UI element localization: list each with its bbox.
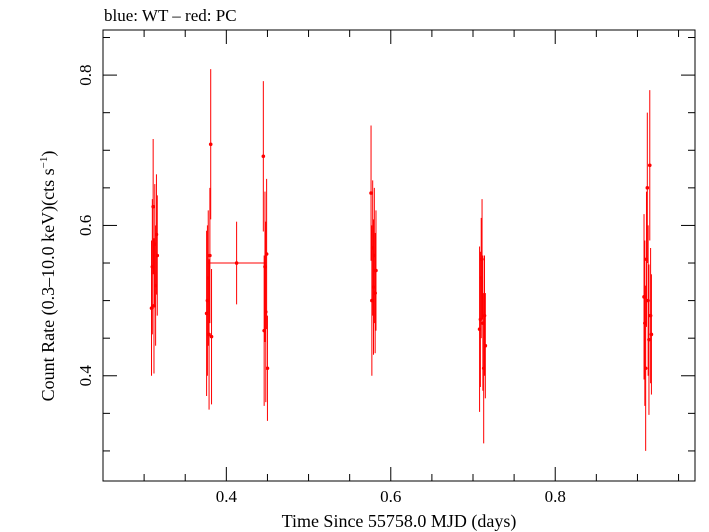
data-marker: [209, 334, 214, 339]
data-marker: [208, 253, 212, 258]
chart-title: blue: WT – red: PC: [104, 6, 237, 25]
data-point: [209, 269, 214, 405]
y-tick-label: 0.8: [76, 64, 95, 85]
data-point: [152, 238, 156, 374]
data-marker: [649, 332, 654, 337]
data-point: [207, 259, 211, 410]
x-tick-label: 0.4: [216, 487, 238, 506]
y-tick-label: 0.4: [76, 365, 95, 387]
data-marker: [265, 366, 270, 371]
data-marks: [149, 69, 654, 451]
y-axis-label-sup: −1: [38, 157, 50, 169]
y-axis-label: Count Rate (0.3–10.0 keV)(cts s−1): [38, 151, 59, 402]
data-point: [647, 264, 651, 415]
data-point: [208, 221, 265, 305]
data-marker: [261, 154, 266, 159]
data-point: [483, 293, 488, 399]
data-marker: [647, 163, 652, 168]
y-tick-label: 0.6: [76, 215, 95, 236]
data-point: [151, 138, 155, 275]
data-point: [374, 210, 378, 331]
data-marker: [234, 261, 239, 265]
plot-frame: [102, 29, 696, 482]
data-point: [265, 315, 270, 421]
y-axis-label-main: Count Rate (0.3–10.0 keV)(cts s: [38, 168, 59, 401]
data-marker: [264, 252, 269, 256]
data-marker: [369, 191, 373, 195]
data-point: [369, 125, 373, 261]
data-marker: [151, 204, 155, 209]
data-point: [208, 187, 212, 324]
data-marker: [645, 186, 650, 190]
data-marker: [208, 142, 213, 147]
data-point: [261, 81, 266, 232]
x-tick-label: 0.8: [545, 487, 566, 506]
x-tick-label: 0.6: [380, 487, 401, 506]
data-marker: [152, 304, 156, 308]
y-tick-labels: 0.4 0.6 0.8: [76, 64, 95, 386]
data-point: [208, 69, 213, 220]
data-marker: [647, 337, 651, 342]
data-point: [649, 274, 654, 395]
data-marker: [207, 332, 211, 337]
x-axis-label: Time Since 55758.0 MJD (days): [282, 511, 517, 532]
data-point: [643, 285, 648, 451]
data-marker: [374, 268, 378, 273]
data-marker: [155, 253, 160, 258]
data-marker: [643, 366, 648, 371]
data-marker: [483, 343, 488, 348]
x-tick-labels: 0.4 0.6 0.8: [216, 487, 566, 506]
data-point: [645, 112, 650, 264]
data-point: [264, 178, 269, 330]
data-point: [155, 195, 160, 316]
y-axis-label-end: ): [38, 151, 59, 157]
axis-ticks: [103, 30, 695, 481]
data-point: [647, 90, 652, 241]
